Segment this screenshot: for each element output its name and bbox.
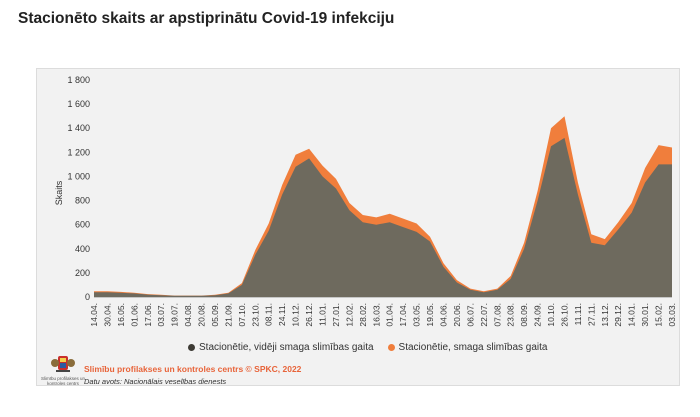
footer-source: Datu avots: Nacionālais veselības dienes… (84, 377, 227, 386)
x-tick-label: 20.06. (452, 303, 462, 327)
series-area-moderate (94, 137, 672, 297)
x-tick-label: 22.07. (479, 303, 489, 327)
x-tick-label: 03.05. (412, 303, 422, 327)
x-tick-label: 12.02. (344, 303, 354, 327)
legend-swatch-severe (387, 344, 395, 351)
x-tick-label: 14.04. (89, 303, 99, 327)
x-tick-label: 08.09. (519, 303, 529, 327)
x-tick-label: 04.06. (438, 303, 448, 327)
legend-item-severe: Stacionētie, smaga slimības gaita (387, 342, 548, 353)
y-tick-label: 600 (75, 220, 90, 230)
x-tick-label: 03.03. (667, 303, 677, 327)
x-tick-label: 11.11. (573, 303, 583, 325)
x-tick-label: 30.04. (102, 303, 112, 327)
x-tick-label: 08.11. (264, 303, 274, 326)
x-tick-label: 07.10. (237, 303, 247, 327)
y-tick-label: 1 800 (67, 75, 90, 85)
x-tick-label: 29.12. (613, 303, 623, 327)
y-tick-label: 1 600 (67, 99, 90, 109)
x-tick-label: 23.08. (506, 303, 516, 327)
y-axis-label: Skaits (54, 180, 64, 205)
y-tick-label: 1 200 (67, 147, 90, 157)
x-tick-label: 27.01. (331, 303, 341, 327)
y-tick-label: 1 400 (67, 123, 90, 133)
chart-areas (94, 116, 672, 297)
x-tick-label: 15.02. (654, 303, 664, 327)
legend-swatch-moderate (188, 344, 195, 351)
x-tick-label: 05.09. (210, 303, 220, 327)
x-tick-label: 14.01. (627, 303, 637, 327)
x-tick-label: 27.11. (586, 303, 596, 326)
x-tick-label: 07.08. (492, 303, 502, 327)
y-tick-label: 0 (85, 292, 90, 302)
x-tick-label: 20.08. (197, 303, 207, 327)
x-tick-label: 24.09. (533, 303, 543, 327)
x-tick-label: 17.06. (143, 303, 153, 327)
footer-org: Slimību profilakses un kontroles centrs … (84, 364, 302, 374)
x-tick-label: 01.04. (385, 303, 395, 327)
x-tick-label: 28.02. (358, 303, 368, 327)
x-tick-label: 19.07. (170, 303, 180, 327)
x-tick-label: 21.09. (223, 303, 233, 327)
x-tick-label: 19.05. (425, 303, 435, 327)
chart-title: Stacionēto skaits ar apstiprinātu Covid-… (18, 10, 395, 27)
y-axis: 0 200 400 600 800 1 000 1 200 1 400 1 600 1 800 (67, 75, 90, 302)
spkc-logo-icon (51, 356, 75, 372)
x-tick-label: 11.01. (318, 303, 328, 326)
x-tick-label: 04.08. (183, 303, 193, 327)
y-tick-label: 200 (75, 268, 90, 278)
legend-label-moderate: Stacionētie, vidēji smaga slimības gaita (199, 342, 374, 353)
x-tick-label: 10.12. (291, 303, 301, 327)
x-tick-label: 16.05. (116, 303, 126, 327)
y-tick-label: 1 000 (67, 171, 90, 181)
x-axis: 14.04. 30.04. 16.05. 01.06. 17.06. 03.07. 19.0… (89, 297, 677, 327)
x-tick-label: 03.07. (156, 303, 166, 327)
legend-label-severe: Stacionētie, smaga slimības gaita (398, 342, 548, 353)
x-tick-label: 23.10. (250, 303, 260, 327)
x-tick-label: 26.10. (559, 303, 569, 327)
x-tick-label: 13.12. (600, 303, 610, 327)
x-tick-label: 17.04. (398, 303, 408, 327)
chart-legend: Stacionētie, vidēji smaga slimības gaita… (188, 342, 548, 353)
logo-text: Slimību profilakses un kontroles centrs (40, 376, 86, 386)
x-tick-label: 16.03. (371, 303, 381, 327)
x-tick-label: 06.07. (465, 303, 475, 327)
y-tick-label: 400 (75, 244, 90, 254)
x-tick-label: 24.11. (277, 303, 287, 326)
y-tick-label: 800 (75, 196, 90, 206)
x-tick-label: 01.06. (129, 303, 139, 327)
legend-item-moderate: Stacionētie, vidēji smaga slimības gaita (188, 342, 374, 353)
x-tick-label: 30.01. (640, 303, 650, 327)
x-tick-label: 26.12. (304, 303, 314, 327)
x-tick-label: 10.10. (546, 303, 556, 327)
